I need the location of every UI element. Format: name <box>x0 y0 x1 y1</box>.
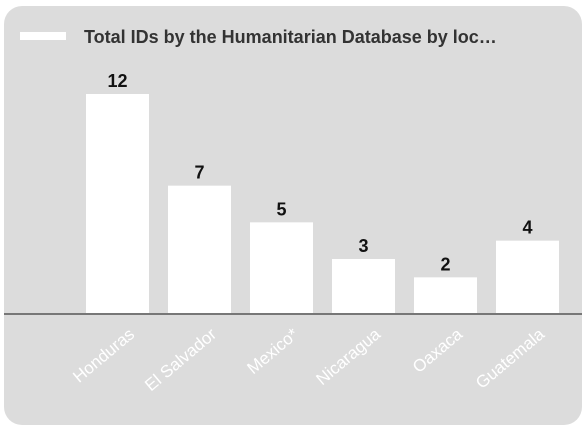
value-label-guatemala: 4 <box>522 218 532 238</box>
value-label-nicaragua: 3 <box>358 236 368 256</box>
bar-guatemala <box>496 240 559 314</box>
legend-swatch <box>20 32 66 40</box>
value-label-honduras: 12 <box>107 71 127 91</box>
category-label-nicaragua: Nicaragua <box>312 324 384 389</box>
category-label-oaxaca: Oaxaca <box>409 324 467 377</box>
bar-chart: Total IDs by the Humanitarian Database b… <box>4 27 582 395</box>
bars-group <box>86 94 559 314</box>
chart-card: Total IDs by the Humanitarian Database b… <box>4 6 582 425</box>
chart-title: Total IDs by the Humanitarian Database b… <box>84 27 497 47</box>
category-label-honduras: Honduras <box>69 325 138 387</box>
category-label-mexico: Mexico* <box>244 324 303 378</box>
bar-el-salvador <box>168 185 231 314</box>
bar-oaxaca <box>414 277 477 314</box>
value-label-el-salvador: 7 <box>194 163 204 183</box>
bar-mexico <box>250 222 313 314</box>
category-label-el-salvador: El Salvador <box>141 324 220 395</box>
value-label-oaxaca: 2 <box>440 254 450 274</box>
category-label-guatemala: Guatemala <box>472 324 548 392</box>
bar-nicaragua <box>332 259 395 314</box>
bar-honduras <box>86 94 149 314</box>
value-label-mexico: 5 <box>276 199 286 219</box>
